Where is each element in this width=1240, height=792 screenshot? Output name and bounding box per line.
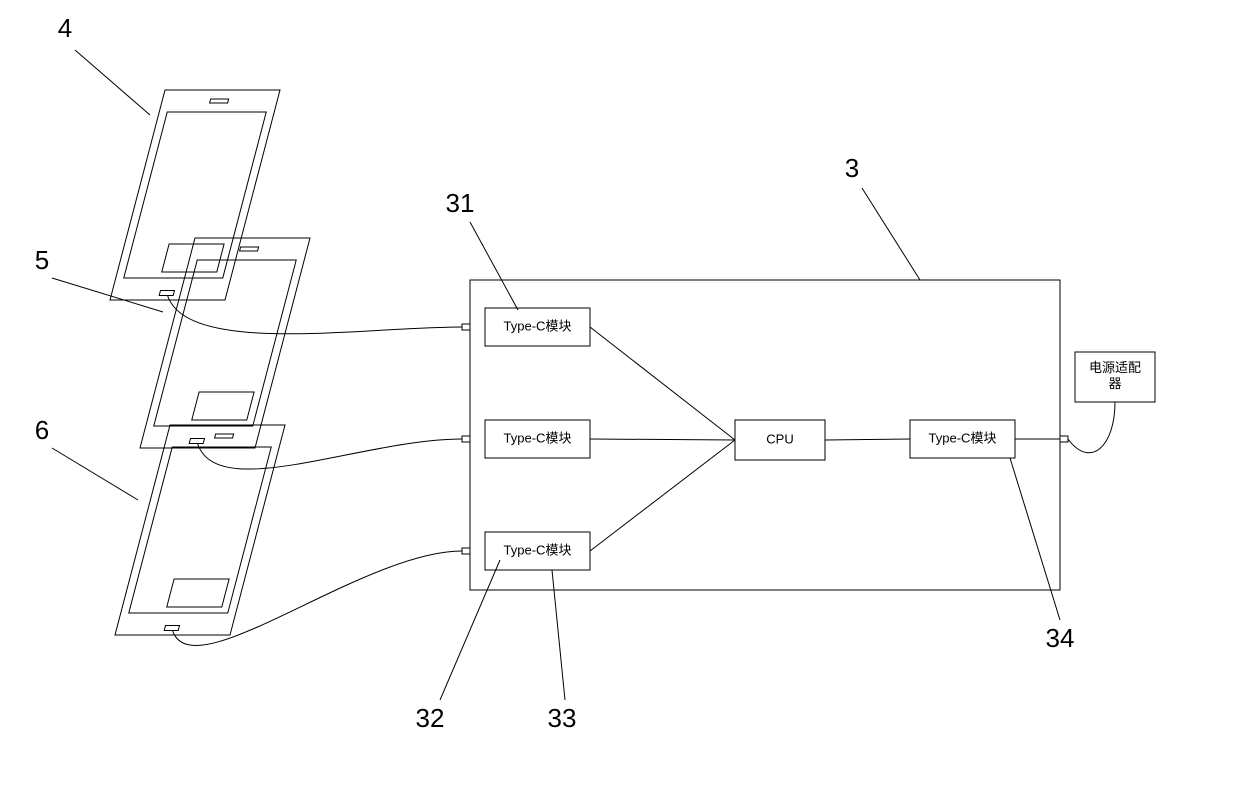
typec-module-34-label: Type-C模块 <box>929 430 997 445</box>
bus-32-to-cpu <box>590 439 735 440</box>
phone-6-connector <box>164 626 179 631</box>
typec-port-34 <box>1060 436 1068 442</box>
cpu-label: CPU <box>766 431 793 446</box>
callout-line-31 <box>470 222 518 310</box>
cable-phone-5 <box>198 439 463 469</box>
typec-port-32 <box>462 436 470 442</box>
phone-6-screen <box>129 447 271 613</box>
phone-6-speaker <box>215 434 234 438</box>
typec-port-31 <box>462 324 470 330</box>
callout-line-3 <box>862 188 920 280</box>
phone-6-inner-rect <box>167 579 229 607</box>
phone-4-screen <box>124 112 266 278</box>
typec-port-33 <box>462 548 470 554</box>
phone-5-screen <box>154 260 296 426</box>
callout-num-3: 3 <box>845 153 859 183</box>
phone-4-inner-rect <box>162 244 224 272</box>
callout-num-33: 33 <box>548 703 577 733</box>
cable-adapter <box>1068 402 1115 453</box>
typec-module-32-label: Type-C模块 <box>504 430 572 445</box>
callout-line-34 <box>1010 458 1060 620</box>
phone-5-connector <box>189 439 204 444</box>
bus-33-to-cpu <box>590 440 735 551</box>
phone-4-connector <box>159 291 174 296</box>
callout-line-4 <box>75 50 150 115</box>
callout-line-6 <box>52 448 138 500</box>
power-adapter-label-2: 器 <box>1108 376 1121 391</box>
callout-num-32: 32 <box>416 703 445 733</box>
typec-module-31-label: Type-C模块 <box>504 318 572 333</box>
callout-num-5: 5 <box>35 245 49 275</box>
cable-phone-4 <box>168 296 463 334</box>
power-adapter-label-1: 电源适配 <box>1089 360 1141 375</box>
cable-phone-6 <box>173 551 463 645</box>
bus-31-to-cpu <box>590 327 735 440</box>
bus-cpu-to-34 <box>825 439 910 440</box>
callout-num-6: 6 <box>35 415 49 445</box>
typec-module-33-label: Type-C模块 <box>504 542 572 557</box>
callout-line-5 <box>52 278 163 312</box>
phone-6-body <box>115 425 285 635</box>
callout-num-34: 34 <box>1046 623 1075 653</box>
phone-5-inner-rect <box>192 392 254 420</box>
callout-num-31: 31 <box>446 188 475 218</box>
phone-5-speaker <box>240 247 259 251</box>
callout-num-4: 4 <box>58 13 72 43</box>
phone-4-speaker <box>210 99 229 103</box>
